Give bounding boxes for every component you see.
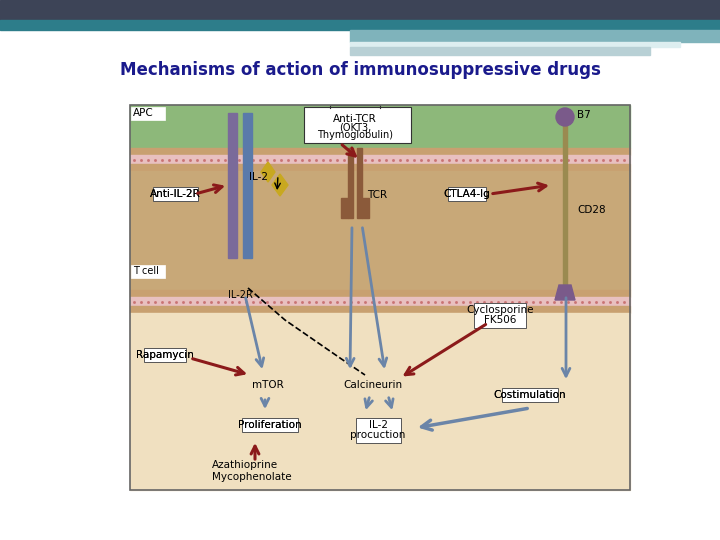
Bar	[130, 148, 630, 155]
Bar	[350, 30, 720, 42]
Text: IL-2: IL-2	[250, 172, 269, 182]
Text: Mycophenolate: Mycophenolate	[212, 472, 292, 482]
Bar	[341, 198, 348, 218]
Text: Anti-IL-2R: Anti-IL-2R	[150, 189, 200, 199]
Bar	[130, 105, 630, 148]
Bar	[356, 417, 400, 442]
Bar	[365, 110, 373, 135]
Bar	[130, 171, 630, 290]
Text: IL-2: IL-2	[369, 420, 387, 430]
Text: IL-2R: IL-2R	[228, 290, 253, 300]
Text: Thymoglobulin): Thymoglobulin)	[317, 130, 393, 140]
Bar	[357, 148, 362, 218]
Text: B7: B7	[577, 110, 590, 120]
Bar	[362, 198, 369, 218]
Bar	[130, 313, 630, 490]
Bar	[502, 388, 558, 402]
Bar	[563, 110, 567, 295]
Bar	[242, 418, 298, 432]
Bar	[348, 148, 353, 218]
Bar	[145, 348, 186, 362]
Text: mTOR: mTOR	[252, 380, 284, 390]
Text: (OKT3,: (OKT3,	[339, 122, 371, 132]
Bar	[474, 302, 526, 327]
Text: Anti-TCR: Anti-TCR	[333, 114, 377, 124]
Polygon shape	[555, 285, 575, 300]
Bar	[131, 265, 165, 278]
Text: procuction: procuction	[351, 430, 405, 440]
Bar	[130, 105, 630, 490]
Bar	[130, 164, 630, 171]
Bar	[348, 120, 362, 135]
Text: Cyclosporine: Cyclosporine	[467, 305, 534, 315]
Text: CTLA4-Ig: CTLA4-Ig	[444, 189, 490, 199]
Text: Costimulation: Costimulation	[494, 390, 567, 400]
Polygon shape	[272, 174, 288, 196]
Text: Anti-IL-2R: Anti-IL-2R	[150, 189, 200, 199]
Text: CD28: CD28	[577, 205, 606, 215]
Text: Calcineurin: Calcineurin	[343, 380, 402, 390]
Polygon shape	[261, 162, 275, 182]
Text: Proliferation: Proliferation	[238, 420, 302, 430]
Text: T cell: T cell	[133, 267, 159, 276]
Bar	[350, 42, 680, 47]
Bar	[243, 113, 252, 148]
Bar	[130, 306, 630, 313]
Bar	[153, 187, 197, 201]
Bar	[130, 297, 630, 306]
Bar	[130, 290, 630, 297]
Bar	[337, 110, 345, 135]
Text: Mechanisms of action of immunosuppressive drugs: Mechanisms of action of immunosuppressiv…	[120, 61, 600, 79]
Text: Proliferation: Proliferation	[238, 420, 302, 430]
Bar	[350, 47, 650, 55]
Bar	[228, 148, 237, 258]
Circle shape	[556, 108, 574, 126]
Bar	[0, 20, 720, 30]
Text: Rapamycin: Rapamycin	[136, 350, 194, 360]
Text: Costimulation: Costimulation	[494, 390, 567, 400]
FancyBboxPatch shape	[304, 107, 411, 143]
Text: Rapamycin: Rapamycin	[136, 350, 194, 360]
Bar	[130, 155, 630, 164]
Text: CTLA4-Ig: CTLA4-Ig	[444, 189, 490, 199]
Bar	[228, 113, 237, 148]
Text: APC: APC	[133, 109, 154, 118]
Bar	[243, 148, 252, 258]
Bar	[449, 187, 485, 201]
Text: FK506: FK506	[484, 315, 516, 325]
Bar	[0, 0, 720, 20]
Text: Azathioprine: Azathioprine	[212, 460, 278, 470]
Bar	[131, 107, 165, 120]
Text: TCR: TCR	[367, 190, 387, 200]
